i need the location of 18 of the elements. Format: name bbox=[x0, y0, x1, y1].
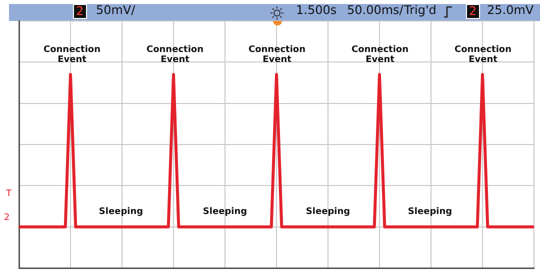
text: Connection Event bbox=[453, 45, 513, 66]
annotation: Sleeping bbox=[98, 207, 144, 218]
annotation: Sleeping bbox=[304, 207, 352, 218]
text: 2 bbox=[73, 4, 87, 20]
annotation: Sleeping bbox=[406, 207, 454, 218]
text: Connection Event bbox=[350, 45, 410, 66]
text: 2 bbox=[466, 4, 480, 20]
text: Connection Event bbox=[145, 45, 205, 66]
text: T bbox=[6, 189, 12, 200]
text: Connection Event bbox=[42, 45, 102, 66]
text: Connection Event bbox=[247, 45, 307, 66]
text: 50.00ms/ bbox=[347, 3, 404, 18]
text: 1.500s bbox=[296, 3, 337, 18]
text: 50mV/ bbox=[96, 3, 136, 18]
text: 25.0mV bbox=[487, 3, 534, 18]
annotation: Sleeping bbox=[202, 207, 248, 218]
text: Trig'd bbox=[404, 3, 436, 18]
text: 2 bbox=[4, 213, 10, 224]
